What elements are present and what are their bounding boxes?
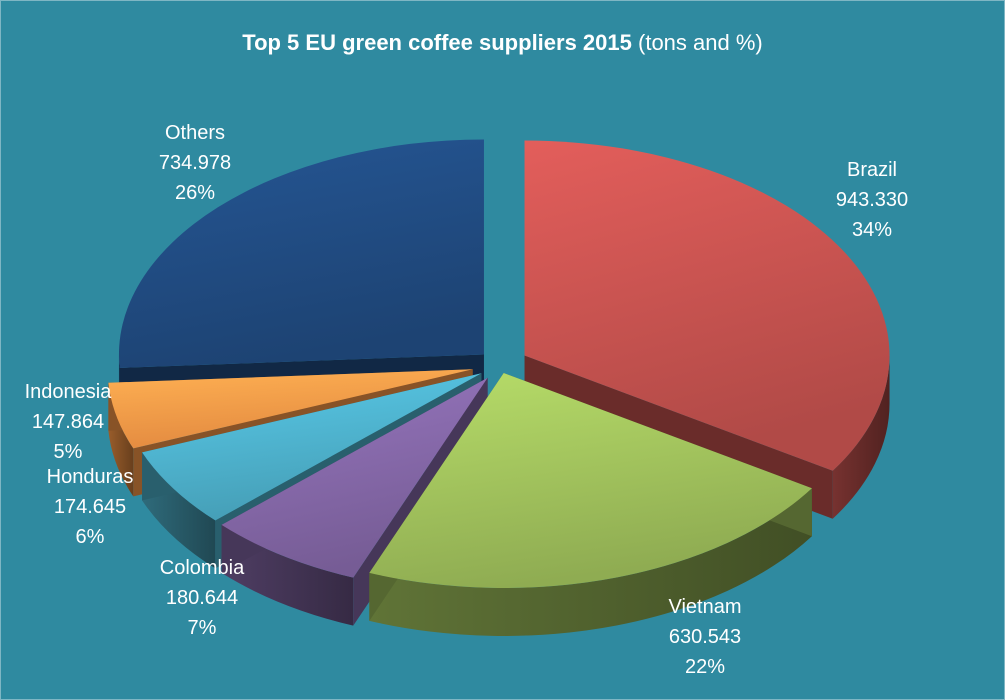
pie-slice-top <box>524 140 890 471</box>
slice-label-name: Colombia <box>159 557 245 579</box>
pie-slice-top <box>118 139 484 368</box>
slice-label-name: Brazil <box>846 159 898 181</box>
slice-label-value: 943.330 <box>835 189 909 211</box>
pie-slice-side <box>832 355 890 519</box>
slice-label-percent: 26% <box>174 182 216 204</box>
slice-label-percent: 5% <box>53 441 83 463</box>
slice-label-vietnam: Vietnam 630.543 22% <box>668 592 741 682</box>
slice-label-honduras: Honduras 174.645 6% <box>47 462 134 552</box>
chart-title: Top 5 EU green coffee suppliers 2015 (to… <box>0 30 1005 56</box>
slice-label-name: Indonesia <box>24 381 112 403</box>
slice-label-brazil: Brazil 943.330 34% <box>836 155 908 245</box>
slice-label-percent: 7% <box>187 617 217 639</box>
pie-slice-top <box>369 372 812 588</box>
slice-label-others: Others 734.978 26% <box>159 118 231 208</box>
slice-label-value: 147.864 <box>31 411 105 433</box>
chart-subtitle: (tons and %) <box>638 30 763 55</box>
slice-label-name: Honduras <box>46 466 134 488</box>
pie-slice-vietnam <box>369 372 812 636</box>
pie-slice-top <box>108 369 473 449</box>
pie-slice-top <box>221 377 488 578</box>
slice-label-value: 630.543 <box>668 626 742 648</box>
chart-title-main: Top 5 EU green coffee suppliers 2015 <box>242 30 632 55</box>
slice-label-name: Vietnam <box>668 596 742 618</box>
slice-label-percent: 34% <box>851 219 893 241</box>
pie-slice-side <box>369 488 812 636</box>
slice-label-percent: 22% <box>684 656 726 678</box>
pie-slice-top <box>142 373 482 521</box>
slice-label-value: 180.644 <box>165 587 239 609</box>
slice-label-indonesia: Indonesia 147.864 5% <box>25 377 112 467</box>
slice-label-name: Others <box>164 122 226 144</box>
slice-label-percent: 6% <box>75 526 105 548</box>
slice-label-value: 174.645 <box>53 496 127 518</box>
slice-label-colombia: Colombia 180.644 7% <box>160 553 244 643</box>
slice-label-value: 734.978 <box>158 152 232 174</box>
